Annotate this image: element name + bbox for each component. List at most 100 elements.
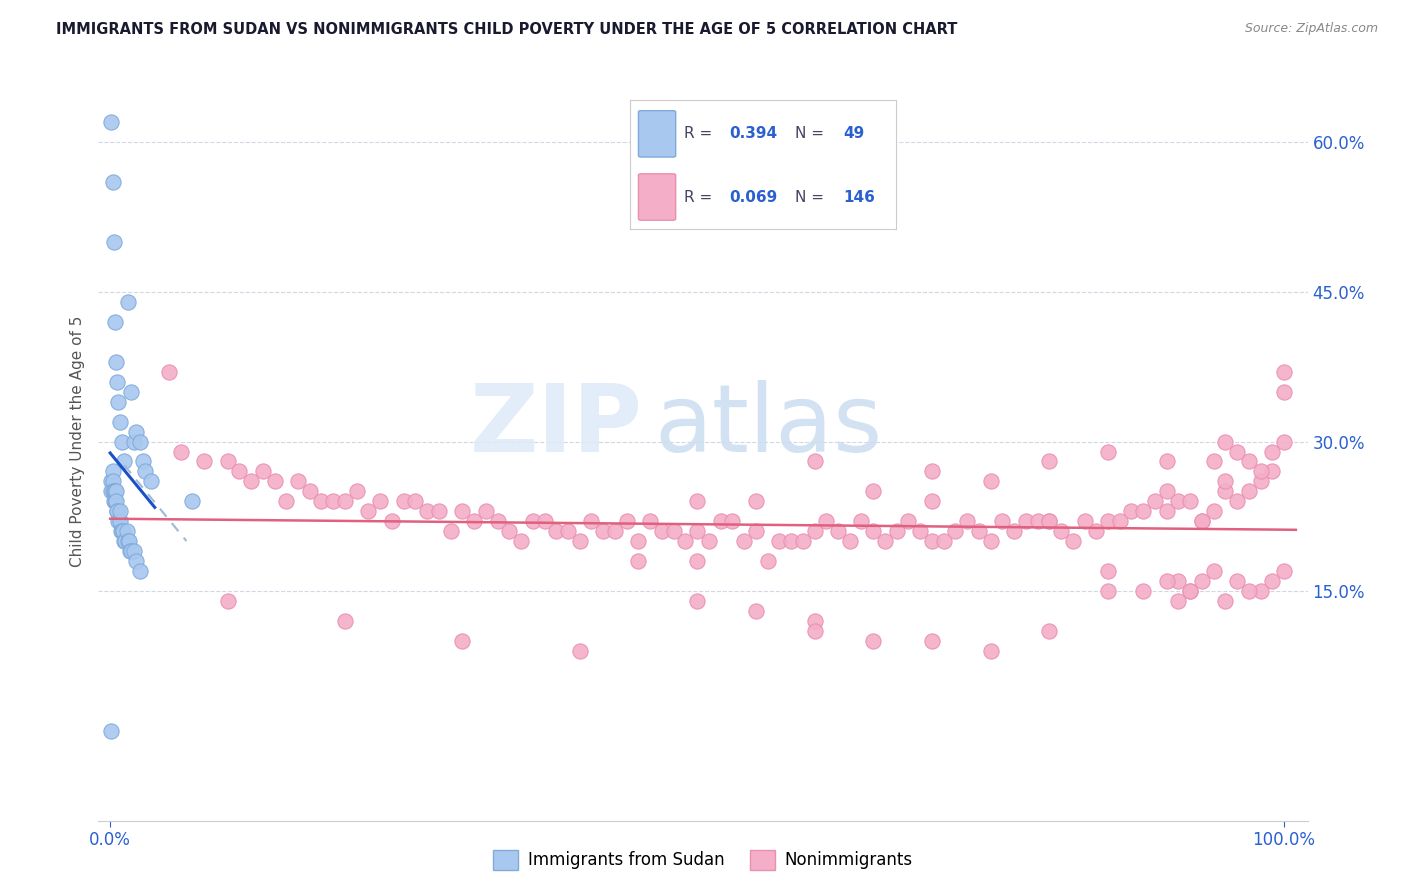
Point [745,604,768,618]
Point [886,524,908,539]
Point [686,554,709,568]
Point [838,534,860,549]
Point [105,355,128,369]
Point [1132,584,1154,599]
Point [263,475,285,489]
Point [756,554,779,568]
Point [827,524,849,539]
Point [1143,494,1166,508]
Point [1085,524,1108,539]
Point [1097,514,1119,528]
Point [498,524,520,539]
Point [980,534,1002,549]
Point [873,534,896,549]
Point [112,534,135,549]
Point [128,434,150,449]
Point [1215,475,1237,489]
Point [122,544,145,558]
Point [276,494,298,508]
Point [662,524,685,539]
Point [745,494,768,508]
Point [733,534,755,549]
Point [228,465,250,479]
Point [1215,484,1237,499]
Point [1237,484,1260,499]
Point [1226,494,1249,508]
Point [1215,594,1237,608]
Point [980,475,1002,489]
Point [862,634,884,648]
Point [107,394,129,409]
Point [1191,514,1213,528]
Point [105,504,128,518]
Point [862,524,884,539]
Point [1226,444,1249,458]
Point [1002,524,1025,539]
Point [627,554,650,568]
Legend: Immigrants from Sudan, Nonimmigrants: Immigrants from Sudan, Nonimmigrants [486,843,920,877]
Point [1121,504,1143,518]
Point [1015,514,1038,528]
Point [921,494,943,508]
Point [908,524,931,539]
Text: atlas: atlas [655,380,883,473]
Point [1250,475,1272,489]
Point [114,534,136,549]
Point [921,634,943,648]
Point [122,434,145,449]
Point [101,465,124,479]
Point [169,444,191,458]
Point [932,534,955,549]
Point [1108,514,1130,528]
Point [1202,504,1225,518]
Point [710,514,733,528]
Point [134,465,156,479]
Point [252,465,274,479]
Point [686,494,709,508]
Point [128,564,150,578]
Point [103,484,125,499]
Point [1202,454,1225,468]
Point [439,524,461,539]
Point [157,365,180,379]
Point [651,524,673,539]
Point [921,465,943,479]
Point [118,534,141,549]
Point [311,494,333,508]
Point [1272,564,1295,578]
Point [486,514,509,528]
Point [104,315,127,329]
Text: ZIP: ZIP [470,380,643,473]
Point [120,384,142,399]
Point [921,534,943,549]
Point [463,514,485,528]
Point [686,594,709,608]
Point [105,484,128,499]
Point [1038,514,1060,528]
Point [115,524,138,539]
Point [103,494,125,508]
Point [1038,624,1060,639]
Point [240,475,263,489]
Text: Source: ZipAtlas.com: Source: ZipAtlas.com [1244,22,1378,36]
Point [1073,514,1095,528]
Y-axis label: Child Poverty Under the Age of 5: Child Poverty Under the Age of 5 [69,316,84,567]
Point [673,534,696,549]
Point [697,534,720,549]
Point [1026,514,1049,528]
Point [1202,564,1225,578]
Point [803,524,825,539]
Point [721,514,744,528]
Point [193,454,215,468]
Point [298,484,321,499]
Point [1062,534,1084,549]
Point [1261,465,1284,479]
Point [1191,514,1213,528]
Point [100,475,122,489]
Point [357,504,380,518]
Point [557,524,579,539]
Point [897,514,920,528]
Point [1180,584,1202,599]
Point [105,504,128,518]
Point [1167,574,1189,589]
